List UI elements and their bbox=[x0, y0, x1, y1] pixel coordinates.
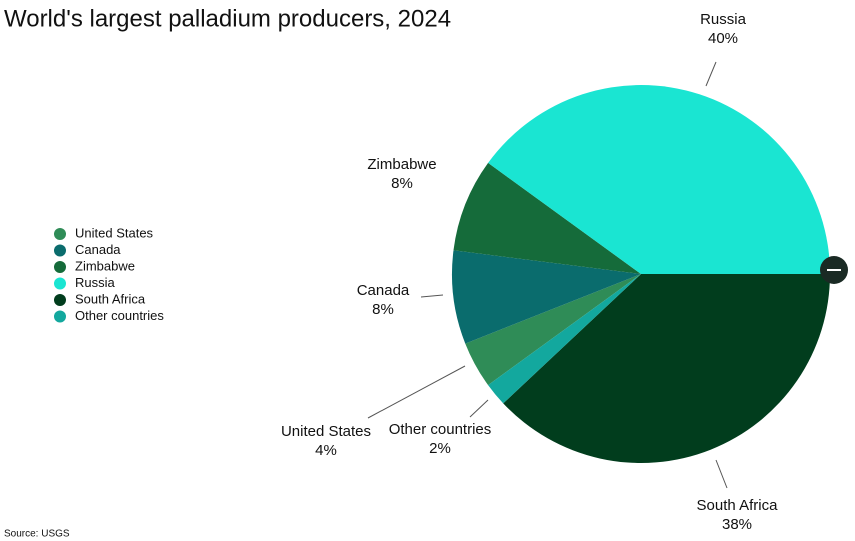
slice-value-label: 38% bbox=[722, 516, 752, 533]
pie-slice bbox=[465, 274, 641, 386]
slice-value-label: 8% bbox=[391, 175, 413, 192]
slice-value-label: 8% bbox=[372, 301, 394, 318]
legend-swatch bbox=[54, 277, 66, 290]
pie-slice bbox=[488, 85, 830, 275]
leader-line bbox=[469, 399, 489, 418]
slice-value-label: 4% bbox=[315, 442, 337, 459]
leader-line bbox=[705, 61, 717, 87]
legend-swatch bbox=[54, 310, 66, 323]
slice-label: Zimbabwe bbox=[367, 156, 436, 173]
slice-label: Russia bbox=[700, 11, 747, 28]
legend-swatch bbox=[54, 261, 66, 273]
slice-value-label: 2% bbox=[429, 440, 451, 457]
legend-label: South Africa bbox=[75, 291, 146, 306]
legend-swatch bbox=[54, 228, 66, 240]
leader-line bbox=[367, 365, 466, 419]
chart-title: World's largest palladium producers, 202… bbox=[4, 5, 451, 32]
legend-label: Other countries bbox=[75, 308, 164, 323]
source: Source: USGS bbox=[4, 529, 70, 540]
slice-value-label: 40% bbox=[708, 30, 738, 47]
legend-swatch bbox=[54, 244, 66, 257]
slice-label: Other countries bbox=[389, 421, 492, 438]
legend-label: Zimbabwe bbox=[75, 258, 135, 273]
slice-label: Canada bbox=[357, 282, 410, 299]
legend-label: Russia bbox=[75, 275, 116, 290]
legend-swatch bbox=[54, 294, 66, 306]
legend-label: Canada bbox=[75, 242, 121, 257]
slice-label: South Africa bbox=[697, 497, 779, 514]
pie-slice bbox=[453, 162, 641, 274]
slice-label: United States bbox=[281, 423, 371, 440]
leader-line bbox=[420, 294, 444, 298]
leader-line bbox=[715, 459, 728, 489]
pie-slice bbox=[488, 274, 641, 404]
pie-slice bbox=[503, 274, 830, 463]
legend-label: United States bbox=[75, 225, 154, 240]
pie-slice bbox=[452, 250, 641, 344]
